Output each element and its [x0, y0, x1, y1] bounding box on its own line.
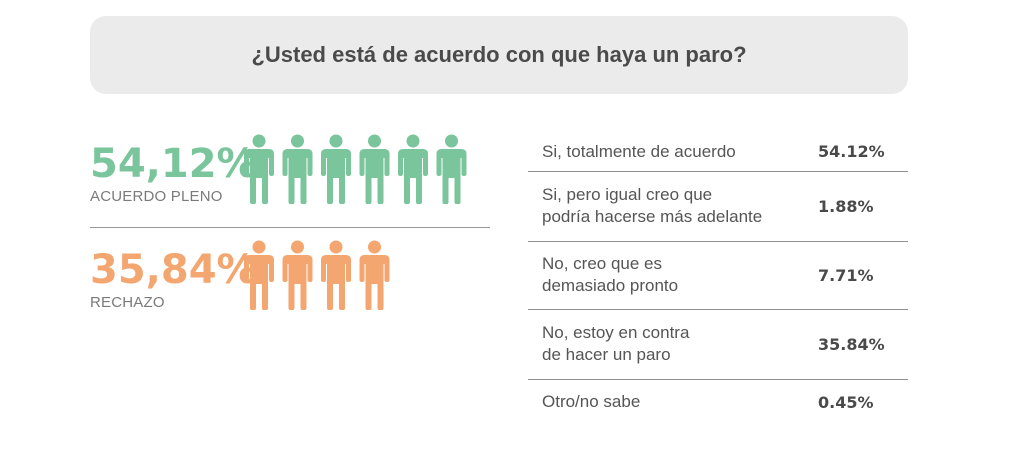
table-row: Otro/no sabe 0.45% [528, 379, 908, 425]
row-value: 7.71% [818, 265, 874, 285]
person-icon [244, 134, 274, 204]
summary-divider [90, 227, 490, 228]
person-icon [244, 240, 274, 310]
row-value: 1.88% [818, 196, 874, 216]
row-label-line: Si, totalmente de acuerdo [542, 141, 736, 161]
row-label-line: No, estoy en contra [542, 323, 690, 342]
row-label: No, creo que es demasiado pronto [528, 241, 808, 309]
person-icon [321, 240, 351, 310]
agree-percent: 54,12% [90, 141, 257, 187]
person-icon [398, 134, 428, 204]
row-label: Otro/no sabe [528, 379, 808, 425]
row-label-line: demasiado pronto [542, 276, 679, 295]
table-row: No, estoy en contra de hacer un paro 35.… [528, 309, 908, 379]
row-label-line: Otro/no sabe [542, 392, 641, 412]
reject-percent: 35,84% [90, 247, 257, 293]
row-value: 54.12% [818, 142, 885, 162]
row-value: 35.84% [818, 334, 885, 354]
row-label: No, estoy en contra de hacer un paro [528, 309, 808, 379]
agree-caption: ACUERDO PLENO [90, 188, 223, 205]
agree-people-icons [244, 134, 467, 204]
table-row: Si, pero igual creo que podría hacerse m… [528, 171, 908, 241]
person-icon [321, 134, 351, 204]
row-label-line: No, creo que es [542, 254, 663, 273]
reject-summary: 35,84% RECHAZO [90, 250, 257, 311]
row-label-line: de hacer un paro [542, 345, 671, 364]
table-row: No, creo que es demasiado pronto 7.71% [528, 241, 908, 309]
reject-people-icons [244, 240, 390, 310]
question-panel: ¿Usted está de acuerdo con que haya un p… [90, 16, 908, 94]
row-label: Si, pero igual creo que podría hacerse m… [528, 171, 808, 241]
row-value: 0.45% [818, 392, 874, 412]
results-table: Si, totalmente de acuerdo 54.12% Si, per… [528, 133, 908, 425]
person-icon [436, 134, 467, 204]
row-label-line: podría hacerse más adelante [542, 207, 763, 226]
chart-title: ¿Usted está de acuerdo con que haya un p… [251, 42, 747, 67]
person-icon [359, 134, 390, 204]
person-icon [282, 134, 313, 204]
person-icon [359, 240, 390, 310]
reject-caption: RECHAZO [90, 294, 165, 311]
row-label-line: Si, pero igual creo que [542, 185, 713, 204]
row-label: Si, totalmente de acuerdo [528, 133, 808, 171]
person-icon [282, 240, 313, 310]
agree-summary: 54,12% ACUERDO PLENO [90, 144, 257, 205]
table-row: Si, totalmente de acuerdo 54.12% [528, 133, 908, 171]
